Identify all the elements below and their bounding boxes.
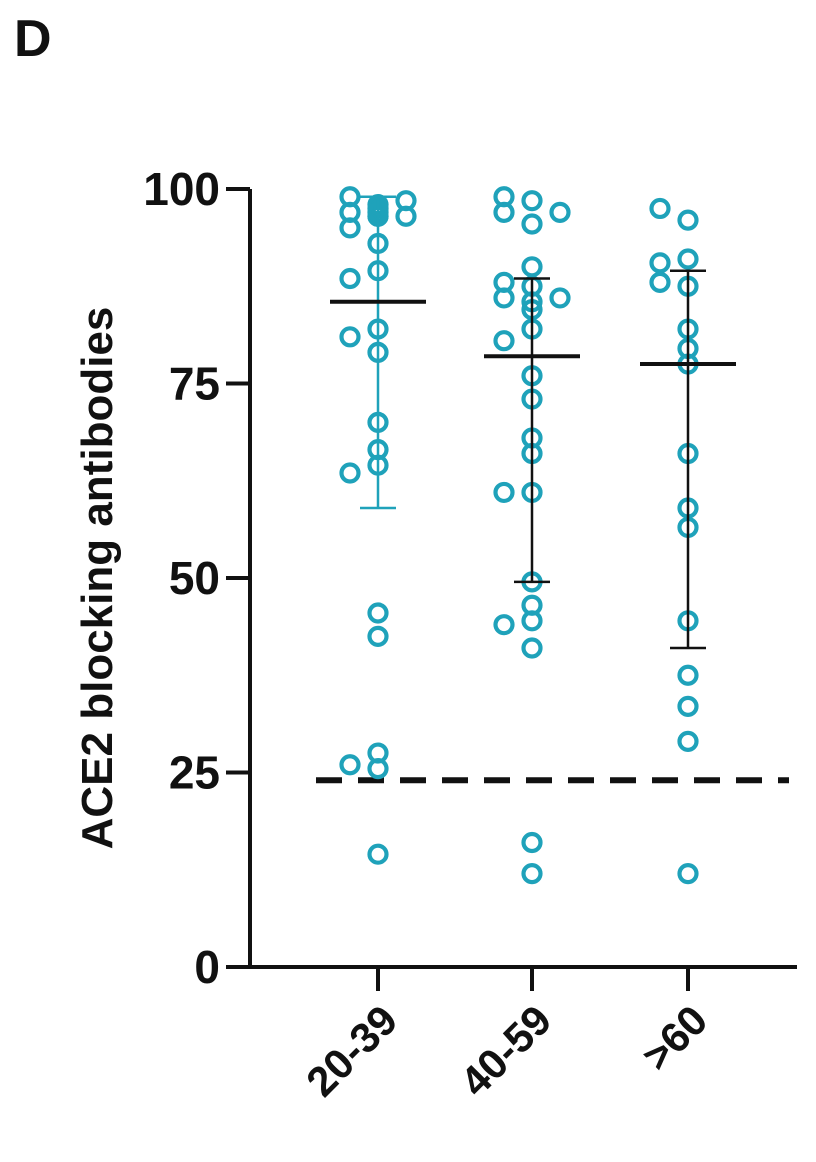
data-point: [677, 664, 699, 686]
data-points: [339, 186, 699, 885]
data-point: [649, 252, 671, 274]
data-point: [367, 758, 389, 780]
data-point: [339, 186, 361, 208]
y-axis-label: ACE2 blocking antibodies: [73, 307, 122, 850]
error-bars: [330, 195, 736, 650]
data-point: [339, 754, 361, 776]
y-tick-label: 75: [169, 358, 220, 410]
data-point: [493, 614, 515, 636]
y-tick-label: 0: [194, 941, 220, 993]
x-tick-label: >60: [633, 996, 717, 1080]
data-point: [521, 863, 543, 885]
y-tick-label: 100: [143, 163, 220, 215]
data-point: [677, 695, 699, 717]
axes: 0 25 50 75 100 20-39 40-59 >60: [143, 163, 797, 1105]
data-point: [521, 256, 543, 278]
data-point: [521, 831, 543, 854]
x-tick-label: 40-59: [451, 996, 560, 1105]
data-point: [549, 201, 571, 223]
data-point: [677, 209, 699, 231]
data-point: [367, 602, 389, 624]
data-point: [677, 248, 699, 270]
data-point: [677, 730, 699, 752]
data-point: [521, 190, 543, 212]
data-point: [649, 271, 671, 293]
data-point: [549, 287, 571, 309]
data-point: [339, 267, 361, 290]
data-point: [367, 843, 389, 865]
data-point: [367, 625, 389, 647]
data-point: [493, 330, 515, 352]
y-tick-label: 50: [169, 552, 220, 604]
data-point: [521, 213, 543, 235]
data-point: [395, 190, 417, 212]
data-point: [493, 481, 515, 504]
data-point: [493, 287, 515, 309]
data-point: [521, 637, 543, 659]
data-point: [521, 610, 543, 632]
x-tick-label: 20-39: [297, 996, 406, 1105]
panel-label: D: [14, 10, 52, 68]
data-point: [677, 863, 699, 885]
data-point: [493, 186, 515, 208]
data-point: [339, 326, 361, 348]
y-tick-label: 25: [169, 747, 220, 799]
data-point: [339, 462, 361, 484]
data-point: [339, 217, 361, 239]
data-point: [649, 197, 671, 220]
